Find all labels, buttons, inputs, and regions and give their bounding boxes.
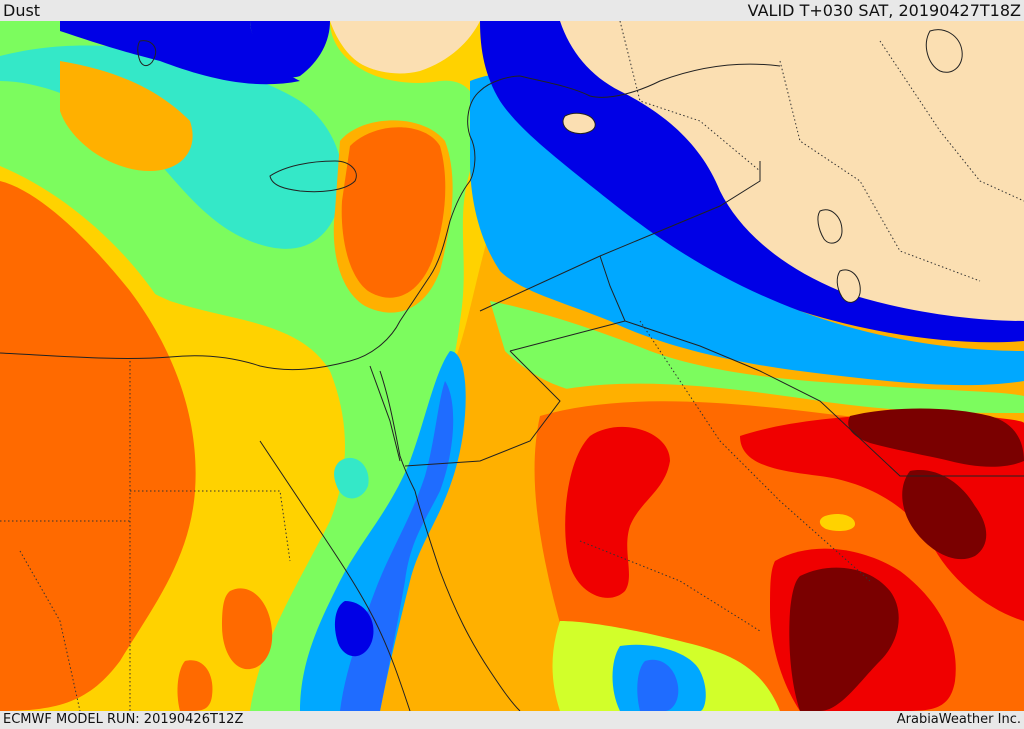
field-deep-blue-spot [334,601,374,657]
field-red-central-arabia [565,426,670,598]
field-cyan-sinai [334,457,369,499]
land-no-dust-northeast [560,21,1024,321]
border-chad-sudan [19,550,81,711]
border-turkey-syria [619,21,761,172]
coastline-north-africa [0,275,431,371]
footer-bar: ECMWF MODEL RUN: 20190426T12Z ArabiaWeat… [0,711,1024,729]
field-orange-sudan-south [177,660,213,711]
field-red-east-arabia [740,414,1024,621]
field-yellow-blob-arabia [819,513,855,532]
province-borders [0,21,1024,711]
valid-time-label: VALID T+030 SAT, 20190427T18Z [747,1,1021,20]
country-borders [369,161,1024,477]
field-light-blue-arabia-north [470,73,1024,386]
border-syria-iraq [599,161,761,257]
coastline-lake-turkey [562,112,596,134]
field-levant-orange [341,127,446,298]
border-jordan-saudi-north [509,320,626,352]
coastline-red-sea-east [414,490,521,711]
coastline-gulf-suez [379,370,416,492]
border-jordan-syria [479,255,601,312]
field-dark-red-east [902,470,987,560]
field-dark-red-southeast [789,567,899,711]
coastline-levant [429,75,521,277]
coastline-lake-iran [836,269,861,303]
border-egypt-sudan [130,490,291,562]
coastline-turkey-south [519,63,781,98]
field-dark-red-gulf [848,408,1024,467]
map-title: Dust [3,1,41,20]
header-bar: Dust VALID T+030 SAT, 20190427T18Z [0,0,1024,21]
land-no-dust-turkey [330,21,480,74]
border-jordan-saudi-south [404,350,561,467]
dust-concentration-map [0,21,1024,711]
coastline-red-sea-west [259,440,411,711]
map-canvas [0,21,1024,711]
field-orange-med-north [60,61,193,171]
credit-label: ArabiaWeather Inc. [896,712,1021,727]
field-orange-egypt [0,181,196,711]
coastline-island-north [137,40,157,67]
coastline-lake-caspian [925,29,963,73]
field-orange-sudan [222,588,273,670]
border-sinai [369,365,401,462]
border-iran-internal [879,40,1024,202]
field-dark-blue-north [60,21,300,85]
border-saudi-internal [639,320,871,582]
coastline-lake-urmia [817,209,843,244]
model-run-label: ECMWF MODEL RUN: 20190426T12Z [3,712,244,727]
field-blue-south [637,659,679,711]
coastline-cyprus [269,160,357,193]
coastlines [0,29,963,711]
border-iraq-saudi [599,255,1024,477]
